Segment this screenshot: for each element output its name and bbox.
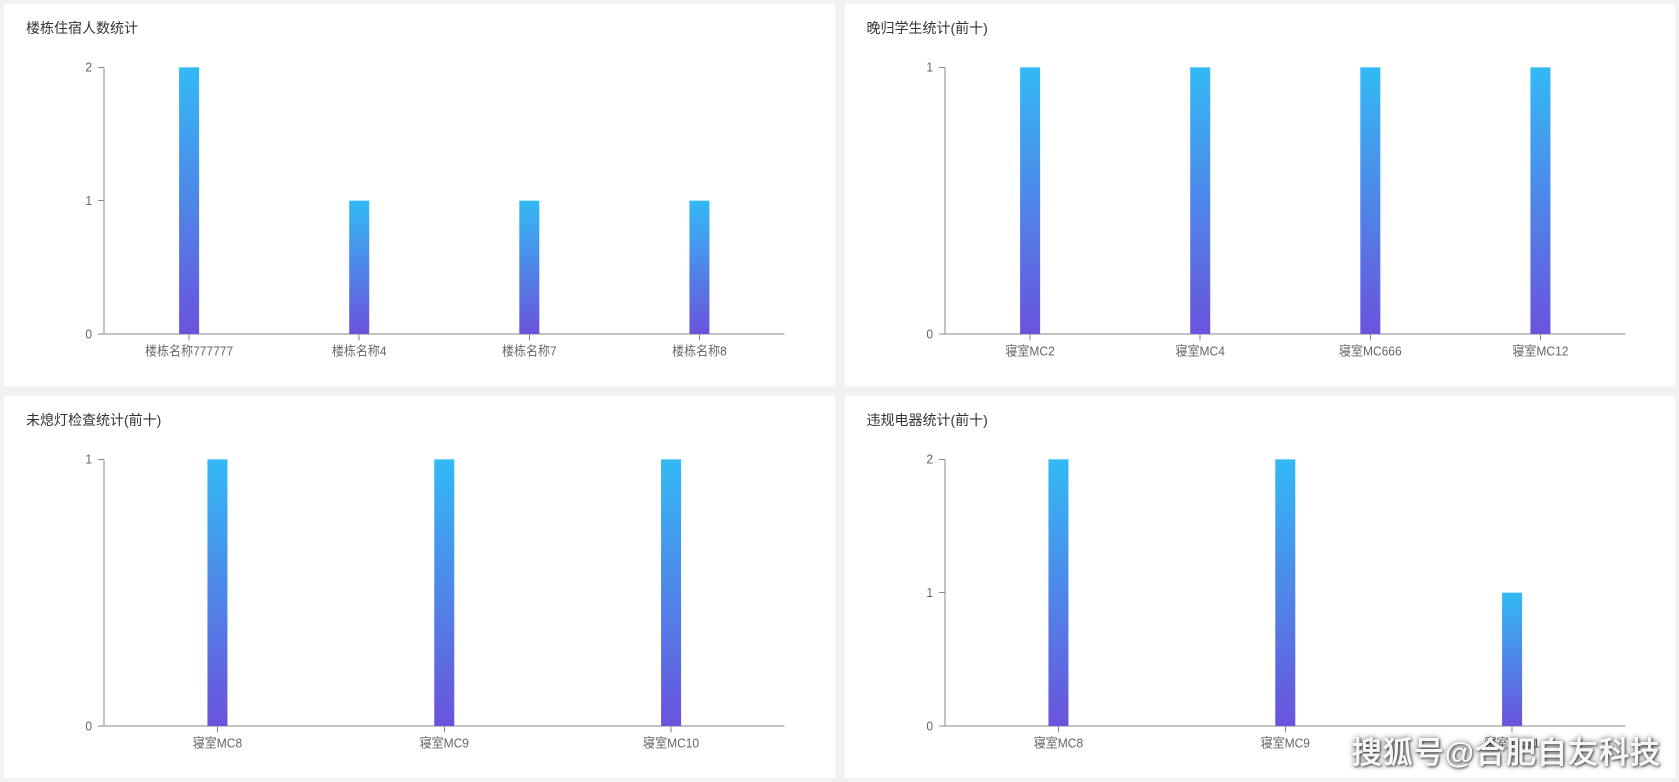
chart-title: 未熄灯检查统计(前十): [26, 410, 815, 430]
chart-area: 0 1 寝室MC8 寝室MC9 寝室MC10: [24, 438, 815, 758]
chart-panel-building_occupancy: 楼栋住宿人数统计 0 1 2 楼栋名称777777 楼栋名称4 楼栋名称7 楼栋名称8: [4, 4, 835, 386]
y-tick-label: 2: [926, 452, 933, 466]
y-tick-label: 0: [85, 327, 92, 341]
category-label: 寝室MC9: [1260, 735, 1309, 750]
bar[interactable]: [1190, 67, 1210, 334]
category-label: 寝室MC12: [1512, 343, 1568, 358]
y-tick-label: 0: [926, 719, 933, 733]
y-tick-label: 2: [85, 60, 92, 74]
bar[interactable]: [1502, 593, 1522, 726]
category-label: 寝室MC9: [420, 735, 469, 750]
chart-panel-lights_on: 未熄灯检查统计(前十) 0 1 寝室MC8 寝室MC9 寝室MC10: [4, 396, 835, 778]
category-label: 寝室MC666: [1338, 343, 1401, 358]
bar[interactable]: [179, 67, 199, 334]
y-tick-label: 1: [85, 452, 92, 466]
category-label: 寝室MC4: [1175, 343, 1224, 358]
chart-title: 晚归学生统计(前十): [867, 18, 1656, 38]
chart-title: 违规电器统计(前十): [867, 410, 1656, 430]
category-label: 寝室MC11: [1484, 735, 1539, 750]
chart-panel-illegal_appliance: 违规电器统计(前十) 0 1 2 寝室MC8 寝室MC9 寝室MC11: [845, 396, 1676, 778]
y-tick-label: 0: [926, 327, 933, 341]
y-tick-label: 1: [926, 60, 933, 74]
bar[interactable]: [689, 201, 709, 334]
bar[interactable]: [1360, 67, 1380, 334]
y-tick-label: 0: [85, 719, 92, 733]
bar-chart-svg: 0 1 2 寝室MC8 寝室MC9 寝室MC11: [865, 438, 1656, 758]
bar-chart-svg: 0 1 寝室MC8 寝室MC9 寝室MC10: [24, 438, 815, 758]
bar[interactable]: [207, 459, 227, 726]
chart-title: 楼栋住宿人数统计: [26, 18, 815, 38]
category-label: 楼栋名称777777: [145, 343, 233, 358]
category-label: 楼栋名称8: [672, 343, 727, 358]
bar[interactable]: [661, 459, 681, 726]
bar[interactable]: [519, 201, 539, 334]
bar[interactable]: [349, 201, 369, 334]
chart-area: 0 1 2 楼栋名称777777 楼栋名称4 楼栋名称7 楼栋名称8: [24, 46, 815, 366]
category-label: 寝室MC2: [1005, 343, 1054, 358]
bar[interactable]: [1275, 459, 1295, 726]
category-label: 寝室MC10: [643, 735, 699, 750]
bar[interactable]: [1048, 459, 1068, 726]
category-label: 楼栋名称7: [502, 343, 557, 358]
chart-panel-late_return: 晚归学生统计(前十) 0 1 寝室MC2 寝室MC4 寝室MC666 寝室MC12: [845, 4, 1676, 386]
bar[interactable]: [434, 459, 454, 726]
y-tick-label: 1: [926, 586, 933, 600]
category-label: 楼栋名称4: [332, 343, 387, 358]
y-tick-label: 1: [85, 194, 92, 208]
chart-area: 0 1 2 寝室MC8 寝室MC9 寝室MC11: [865, 438, 1656, 758]
category-label: 寝室MC8: [1033, 735, 1082, 750]
bar[interactable]: [1530, 67, 1550, 334]
category-label: 寝室MC8: [193, 735, 242, 750]
dashboard-grid: 楼栋住宿人数统计 0 1 2 楼栋名称777777 楼栋名称4 楼栋名称7 楼栋名称8 晚归学生…: [0, 0, 1679, 782]
bar-chart-svg: 0 1 2 楼栋名称777777 楼栋名称4 楼栋名称7 楼栋名称8: [24, 46, 815, 366]
bar[interactable]: [1020, 67, 1040, 334]
bar-chart-svg: 0 1 寝室MC2 寝室MC4 寝室MC666 寝室MC12: [865, 46, 1656, 366]
chart-area: 0 1 寝室MC2 寝室MC4 寝室MC666 寝室MC12: [865, 46, 1656, 366]
